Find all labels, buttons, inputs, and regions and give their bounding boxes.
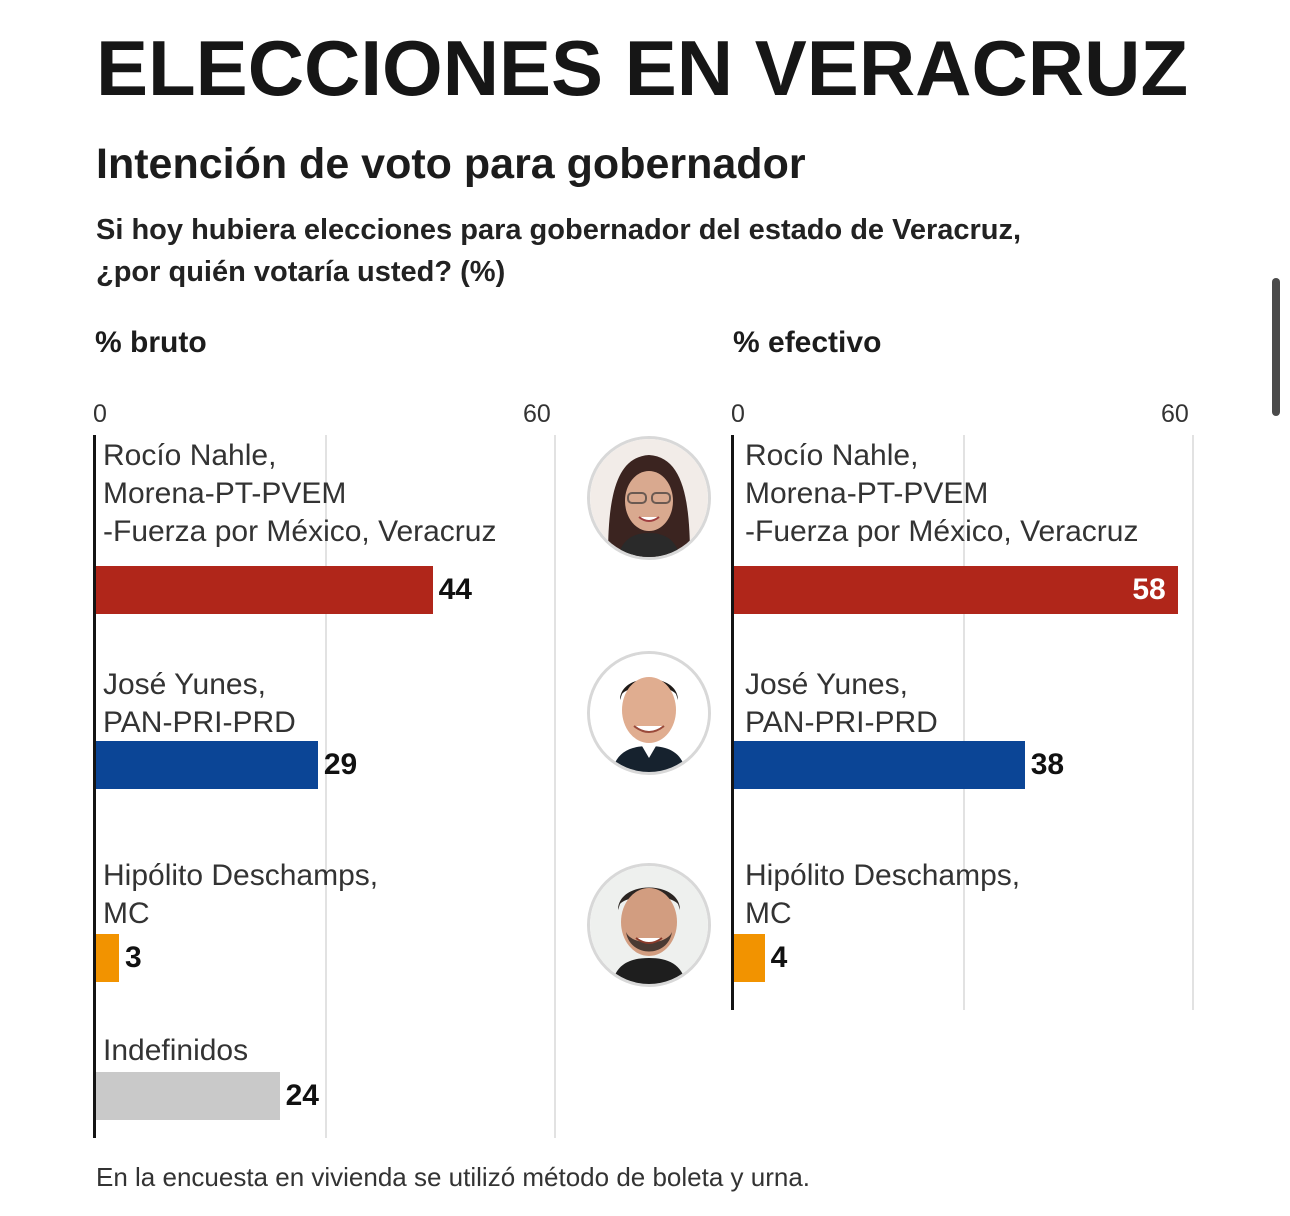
footnote: En la encuesta en vivienda se utilizó mé… — [96, 1162, 811, 1192]
category-label: Hipólito Deschamps, — [745, 859, 1021, 892]
category-label: -Fuerza por México, Veracruz — [745, 515, 1139, 548]
bar — [734, 566, 1178, 614]
scrollbar-thumb[interactable] — [1272, 278, 1280, 416]
bar — [96, 566, 433, 614]
data-label: 4 — [770, 941, 788, 974]
category-label: Morena-PT-PVEM — [103, 477, 347, 510]
category-label: José Yunes, — [745, 668, 908, 701]
panel-heading: % efectivo — [733, 326, 882, 359]
gridline — [554, 435, 556, 1138]
data-label: 24 — [285, 1079, 319, 1112]
bar — [96, 1072, 280, 1120]
category-label: José Yunes, — [103, 668, 266, 701]
category-label: Rocío Nahle, — [103, 439, 277, 472]
category-label: Morena-PT-PVEM — [745, 477, 989, 510]
panel-heading: % bruto — [95, 326, 207, 359]
category-label: MC — [745, 897, 792, 930]
y-axis — [93, 435, 96, 1138]
category-label: MC — [103, 897, 150, 930]
gridline — [324, 435, 327, 1138]
bar — [734, 934, 765, 982]
gridline — [1192, 435, 1194, 1010]
tick-label: 0 — [731, 400, 745, 428]
tick-label: 60 — [1161, 400, 1189, 428]
data-label: 29 — [323, 748, 358, 781]
tick-label: 60 — [523, 400, 551, 428]
page-subtitle: Intención de voto para gobernador — [96, 140, 806, 188]
hipolito-deschamps-portrait-icon — [587, 863, 711, 987]
category-label: Hipólito Deschamps, — [103, 859, 379, 892]
tick-label: 0 — [93, 400, 107, 428]
category-label: Rocío Nahle, — [745, 439, 919, 472]
data-label: 58 — [1132, 573, 1166, 606]
category-label: Indefinidos — [103, 1034, 249, 1067]
jose-yunes-portrait-icon — [587, 651, 711, 775]
question-line-2: ¿por quién votaría usted? (%) — [96, 256, 506, 288]
page-title: ELECCIONES EN VERACRUZ — [96, 24, 1189, 112]
y-axis — [731, 435, 734, 1010]
bar — [734, 741, 1025, 789]
data-label: 38 — [1030, 748, 1065, 781]
category-label: PAN-PRI-PRD — [103, 706, 296, 739]
bar — [96, 741, 318, 789]
category-label: PAN-PRI-PRD — [745, 706, 938, 739]
gridline — [962, 435, 965, 1010]
bar — [96, 934, 119, 982]
question-line-1: Si hoy hubiera elecciones para gobernado… — [96, 214, 1022, 246]
data-label: 3 — [124, 941, 142, 974]
category-label: -Fuerza por México, Veracruz — [103, 515, 497, 548]
rocio-nahle-portrait-icon — [587, 436, 711, 560]
data-label: 44 — [438, 573, 472, 606]
